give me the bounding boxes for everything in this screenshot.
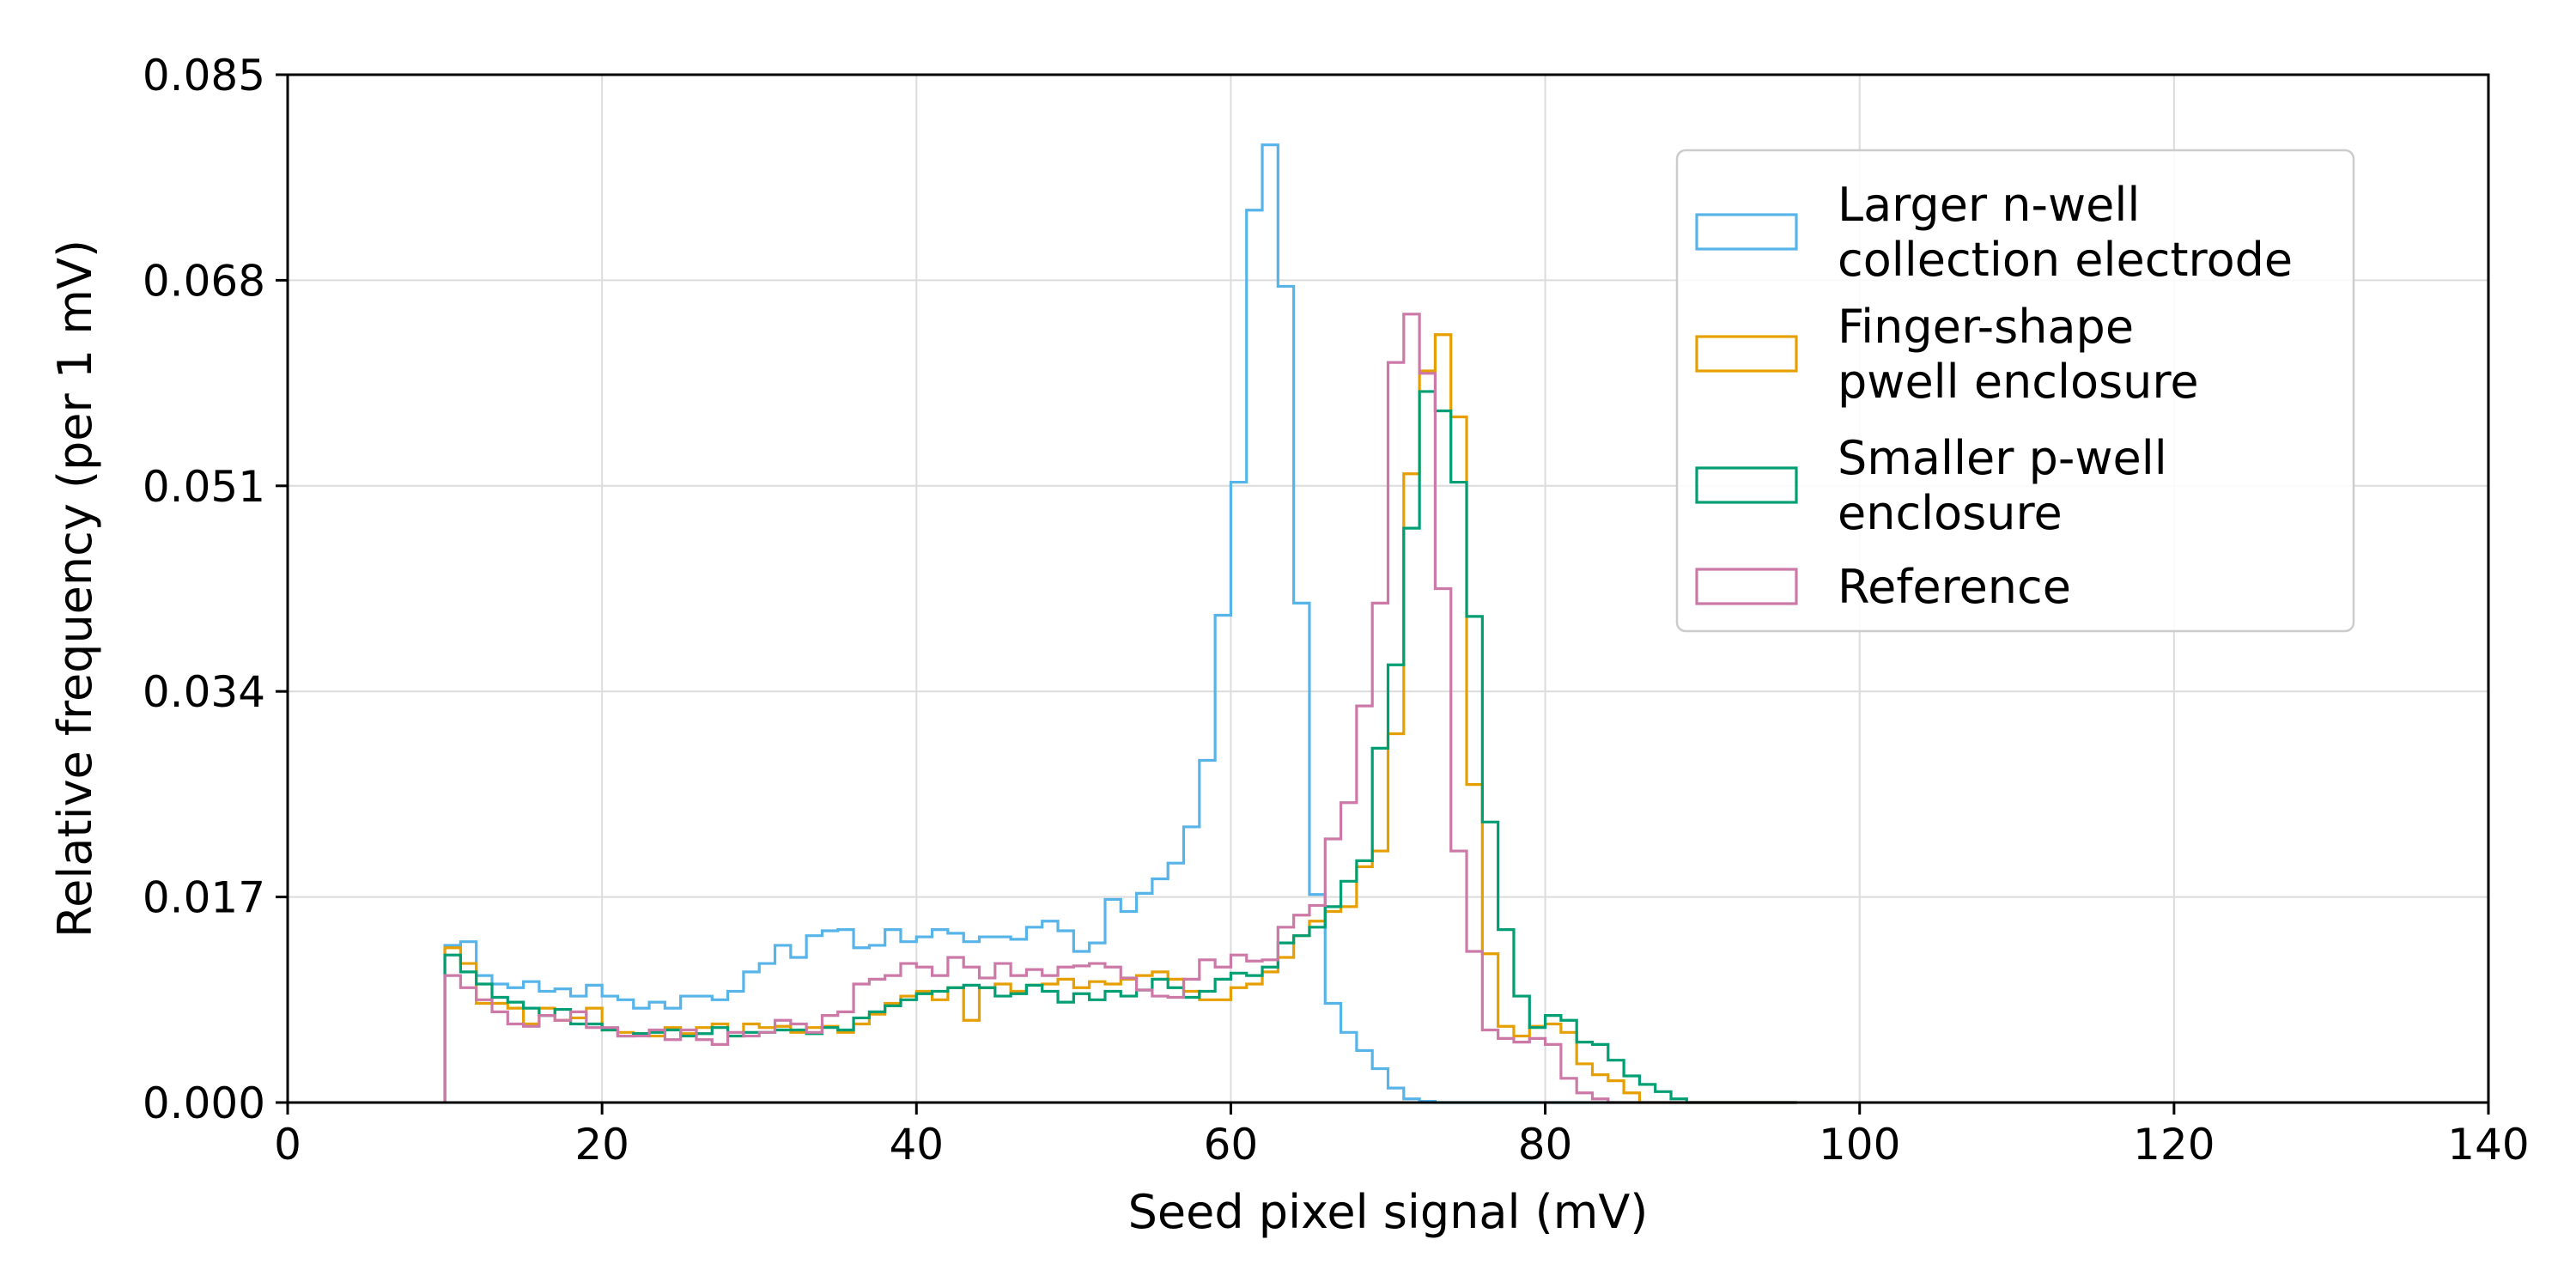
y-tick-label: 0.085 [143,51,265,100]
y-axis-label: Relative frequency (per 1 mV) [48,240,102,938]
y-tick-label: 0.051 [143,462,265,512]
series-reference [443,313,1797,1104]
x-tick-label: 120 [2133,1120,2215,1170]
x-tick-label: 60 [1204,1120,1259,1170]
y-tick-label: 0.000 [143,1078,265,1128]
legend-label-larger-n-well-collection-electrode: collection electrode [1838,233,2293,287]
series-finger-shape-pwell-enclosure [443,333,1797,1104]
legend-label-smaller-p-well-enclosure: Smaller p-well [1838,431,2167,485]
legend-label-larger-n-well-collection-electrode: Larger n-well [1838,178,2140,232]
x-tick-label: 80 [1518,1120,1573,1170]
legend-swatch-reference [1695,568,1798,605]
legend-swatch-finger-shape-pwell-enclosure [1695,335,1798,373]
legend-label-finger-shape-pwell-enclosure: Finger-shape [1838,300,2134,354]
x-axis-label: Seed pixel signal (mV) [1128,1185,1649,1239]
x-tick-label: 140 [2447,1120,2529,1170]
y-tick-label: 0.068 [143,256,265,306]
y-tick-label: 0.034 [143,667,265,717]
legend-swatch-smaller-p-well-enclosure [1695,466,1798,504]
legend-label-smaller-p-well-enclosure: enclosure [1838,486,2063,540]
x-tick-label: 20 [574,1120,629,1170]
x-tick-label: 100 [1819,1120,1900,1170]
axes: 0 20 40 60 80 100 120 140 0.000 0.017 0.034 0.051 0.… [48,51,2530,1239]
x-tick-label: 0 [274,1120,301,1170]
legend-label-reference: Reference [1838,560,2071,614]
legend-swatch-larger-n-well-collection-electrode [1695,213,1798,251]
x-tick-label: 40 [889,1120,944,1170]
legend-label-finger-shape-pwell-enclosure: pwell enclosure [1838,355,2199,409]
plot-frame [286,73,2490,1104]
legend-box [1675,149,2355,633]
y-tick-label: 0.017 [143,873,265,923]
